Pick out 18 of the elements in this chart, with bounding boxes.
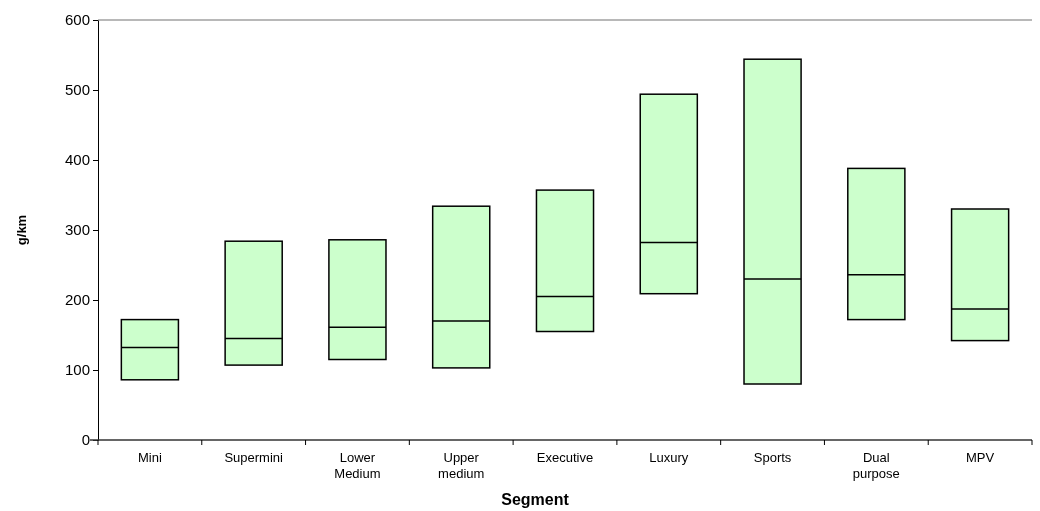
x-tick-label: Lower Medium: [334, 450, 381, 481]
y-tick-label: 0: [81, 431, 90, 449]
x-tick-label: Dual purpose: [852, 450, 900, 481]
x-tick-label: Sports: [753, 450, 792, 465]
y-tick-label: 500: [64, 81, 90, 99]
x-tick-label: Upper medium: [438, 450, 485, 481]
x-axis-title: Segment: [501, 491, 570, 508]
y-tick-label: 200: [64, 291, 90, 309]
y-tick-label: 400: [64, 151, 90, 169]
x-tick-label: Executive: [536, 450, 594, 465]
x-tick-label: MPV: [966, 450, 995, 465]
x-tick-label: Supermini: [224, 450, 284, 465]
y-tick-label: 600: [64, 11, 90, 29]
y-tick-label: 100: [64, 361, 90, 379]
x-tick-label: Luxury: [649, 450, 689, 465]
y-axis-title: g/km: [14, 214, 29, 246]
y-tick-label: 300: [64, 221, 90, 239]
x-tick-label: Mini: [137, 450, 162, 465]
